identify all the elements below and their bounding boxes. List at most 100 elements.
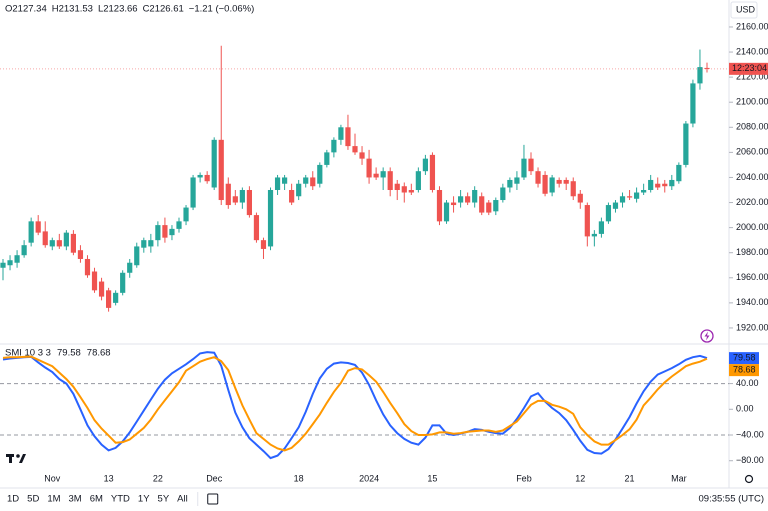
settings-icon[interactable]	[744, 474, 754, 484]
candle-body	[7, 260, 13, 266]
candle-body	[183, 207, 189, 222]
y-tick-label: 2020.00	[736, 197, 768, 207]
tradingview-logo	[6, 454, 26, 463]
candle-body	[690, 83, 696, 124]
x-tick-label: Dec	[206, 473, 223, 483]
candle-body	[704, 67, 710, 69]
candle-body	[387, 171, 393, 190]
candle-body	[373, 173, 379, 178]
candle-body	[155, 225, 161, 241]
x-tick-label: 12	[575, 473, 585, 483]
alert-icon[interactable]	[700, 329, 714, 343]
candle-body	[507, 179, 513, 188]
candle-body	[260, 240, 267, 249]
range-button[interactable]: 3M	[69, 494, 82, 505]
candle-body	[204, 174, 210, 182]
candle-body	[120, 272, 126, 293]
candle-body	[655, 183, 661, 188]
candle-body	[401, 186, 407, 193]
ohlc-value: C2126.61	[143, 4, 184, 15]
legend-value: 79.58	[57, 348, 81, 359]
candle-body	[697, 67, 703, 84]
candle-body	[521, 158, 527, 178]
range-button[interactable]: 5D	[27, 494, 39, 505]
range-button[interactable]: 6M	[90, 494, 103, 505]
indicator-title: SMI 10 3 3	[5, 348, 51, 359]
y-tick-label: 2080.00	[736, 122, 768, 132]
candle-body	[14, 255, 20, 263]
y-tick-label: 2040.00	[736, 172, 768, 182]
range-button[interactable]: 1D	[7, 494, 19, 505]
value-box-label: 78.68	[733, 365, 756, 375]
y-tick-label: 2060.00	[736, 147, 768, 157]
candle-body	[113, 292, 119, 303]
candle-body	[176, 221, 182, 229]
range-button[interactable]: All	[177, 494, 188, 505]
candle-body	[366, 158, 372, 178]
x-tick-label: 15	[427, 473, 437, 483]
candle-body	[676, 164, 682, 182]
candle-body	[479, 196, 485, 213]
x-tick-label: 18	[294, 473, 304, 483]
candle-body	[619, 196, 626, 203]
range-button[interactable]: YTD	[111, 494, 130, 505]
candle-body	[535, 171, 541, 184]
x-tick-label: Nov	[44, 473, 61, 483]
candle-body	[28, 221, 34, 243]
candle-body	[56, 240, 62, 247]
range-button[interactable]: 5Y	[158, 494, 170, 505]
candle-body	[669, 179, 675, 187]
y-tick-label: 1920.00	[736, 322, 768, 332]
candle-body	[338, 127, 344, 140]
candle-body	[49, 240, 55, 247]
y-tick-label: 1940.00	[736, 297, 768, 307]
candle-body	[641, 189, 647, 193]
range-button[interactable]: 1M	[47, 494, 60, 505]
candle-body	[63, 232, 69, 247]
candle-body	[296, 183, 302, 197]
candle-body	[345, 127, 351, 147]
candle-body	[380, 171, 386, 178]
smi-line	[2, 351, 708, 460]
candle-body	[514, 177, 520, 184]
candle-body	[493, 200, 499, 212]
candle-body	[169, 228, 175, 236]
value-box-label: 79.58	[733, 353, 756, 363]
clock: 09:35:55 (UTC)	[699, 494, 764, 505]
candle-body	[239, 189, 245, 203]
candle-body	[246, 189, 252, 216]
date-range-button[interactable]	[207, 493, 219, 505]
candle-body	[141, 240, 147, 248]
ohlc-value: O2127.34	[5, 4, 47, 15]
candle-body	[528, 158, 534, 172]
candle-body	[563, 179, 569, 184]
candle-body	[352, 146, 358, 153]
candle-body	[634, 192, 640, 199]
candle-body	[443, 202, 450, 222]
candle-body	[648, 179, 654, 190]
candle-body	[0, 262, 6, 268]
currency[interactable]: USD	[736, 4, 756, 14]
candle-body	[324, 152, 330, 165]
candle-body	[683, 123, 689, 165]
candle-body	[134, 246, 140, 266]
legend-value: 78.68	[87, 348, 111, 359]
ohlc-value: H2131.53	[52, 4, 93, 15]
candle-body	[570, 181, 576, 197]
range-button[interactable]: 1Y	[138, 494, 150, 505]
x-tick-label: 13	[104, 473, 114, 483]
candle-body	[21, 245, 27, 256]
ohlc-value: L2123.66	[98, 4, 138, 15]
candle-body	[542, 174, 548, 194]
currency-button[interactable]	[730, 1, 758, 19]
y-tick-label: 40.00	[736, 378, 759, 388]
candle-body	[662, 183, 668, 187]
value-box	[729, 352, 759, 365]
candle-body	[331, 139, 337, 153]
candle-body	[106, 290, 112, 308]
candle-body	[303, 177, 309, 184]
candle-body	[422, 158, 428, 172]
candle-body	[253, 215, 260, 241]
